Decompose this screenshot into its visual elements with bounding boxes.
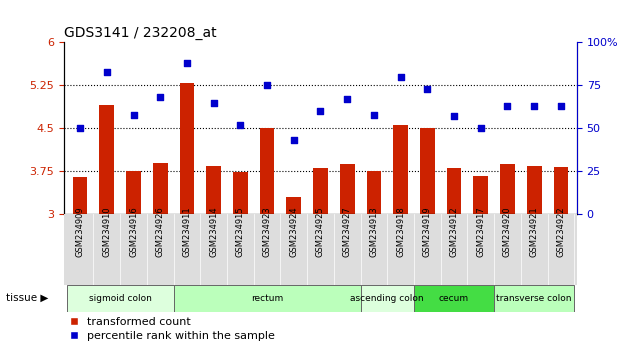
Text: tissue ▶: tissue ▶ xyxy=(6,293,49,303)
Point xyxy=(155,95,165,100)
Point xyxy=(503,103,513,109)
Bar xyxy=(99,105,114,214)
Bar xyxy=(313,169,328,214)
Bar xyxy=(494,285,574,312)
Point xyxy=(102,69,112,74)
Point xyxy=(208,100,219,105)
Point xyxy=(128,112,138,118)
Bar xyxy=(360,285,414,312)
Bar xyxy=(153,163,167,214)
Bar xyxy=(500,164,515,214)
Bar xyxy=(179,82,194,214)
Bar xyxy=(394,125,408,214)
Point xyxy=(449,114,459,119)
Text: transverse colon: transverse colon xyxy=(496,294,572,303)
Point xyxy=(395,74,406,80)
Point xyxy=(529,103,539,109)
Bar xyxy=(474,176,488,214)
Bar xyxy=(73,177,87,214)
Bar xyxy=(206,166,221,214)
Point xyxy=(369,112,379,118)
Bar xyxy=(367,171,381,214)
Point xyxy=(182,60,192,66)
Bar xyxy=(287,197,301,214)
Bar xyxy=(67,285,174,312)
Point xyxy=(262,82,272,88)
Text: cecum: cecum xyxy=(439,294,469,303)
Bar xyxy=(554,167,568,214)
Bar xyxy=(260,128,274,214)
Point xyxy=(342,96,353,102)
Bar xyxy=(340,164,354,214)
Bar xyxy=(447,169,462,214)
Bar xyxy=(174,285,360,312)
Legend: transformed count, percentile rank within the sample: transformed count, percentile rank withi… xyxy=(70,317,275,341)
Point xyxy=(556,103,566,109)
Point xyxy=(235,122,246,128)
Bar xyxy=(126,171,141,214)
Point xyxy=(288,137,299,143)
Point xyxy=(315,108,326,114)
Point xyxy=(476,125,486,131)
Text: sigmoid colon: sigmoid colon xyxy=(88,294,152,303)
Bar xyxy=(414,285,494,312)
Point xyxy=(75,125,85,131)
Bar xyxy=(527,166,542,214)
Bar xyxy=(233,172,247,214)
Bar xyxy=(420,128,435,214)
Text: GDS3141 / 232208_at: GDS3141 / 232208_at xyxy=(64,26,217,40)
Point xyxy=(422,86,433,92)
Text: rectum: rectum xyxy=(251,294,283,303)
Text: ascending colon: ascending colon xyxy=(351,294,424,303)
